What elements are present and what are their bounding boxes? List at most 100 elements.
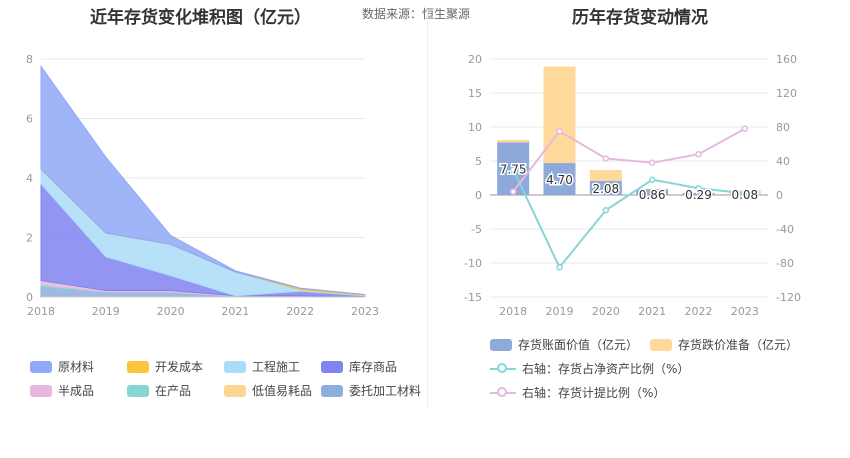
legend-item[interactable]: 库存商品: [321, 358, 397, 375]
legend-label: 存货账面价值（亿元）: [518, 338, 639, 352]
right-y-tick-label: -120: [776, 291, 801, 304]
y-tick-label: 0: [26, 291, 33, 304]
line-point: [509, 166, 517, 173]
legend-item[interactable]: 开发成本: [127, 358, 203, 375]
legend-label: 库存商品: [349, 360, 398, 374]
left-chart-title: 近年存货变化堆积图（亿元）: [90, 8, 311, 28]
legend-swatch: [321, 384, 343, 397]
bar-data-label: 0.08: [731, 188, 758, 202]
stacked-area-chart: 0 2 4 6 8 2018 2019 2020 2021 2022 2023: [26, 53, 379, 318]
legend-item[interactable]: 半成品: [30, 382, 94, 399]
left-y-tick-label: -10: [464, 257, 482, 270]
line-point: [648, 159, 656, 166]
left-y-tick-label: 10: [468, 121, 482, 134]
x-tick-label: 2023: [351, 305, 379, 318]
legend-label: 委托加工材料: [349, 384, 422, 398]
x-tick-label: 2020: [592, 305, 620, 318]
bar-data-label: 7.75: [500, 163, 527, 177]
legend-swatch: [321, 360, 343, 373]
x-tick-label: 2020: [157, 305, 185, 318]
chart-divider: [427, 10, 428, 408]
line-series: [512, 127, 746, 193]
line-point: [648, 176, 656, 183]
legend-swatch: [30, 360, 52, 373]
y-tick-label: 4: [26, 172, 33, 185]
right-y-tick-label: -40: [776, 223, 794, 236]
legend-label: 工程施工: [252, 360, 301, 374]
impairment-bar: [589, 169, 622, 181]
legend-item[interactable]: 在产品: [127, 382, 191, 399]
legend-swatch: [224, 360, 246, 373]
legend-label: 右轴：存货计提比例（%）: [522, 386, 666, 400]
line-point: [741, 190, 749, 197]
bar-data-label: 0.86: [639, 188, 666, 202]
right-y-tick-label: -80: [776, 257, 794, 270]
line-point: [602, 155, 610, 162]
y-tick-label: 6: [26, 113, 33, 126]
bar-data-label: 4.70: [546, 173, 573, 187]
legend-item[interactable]: 原材料: [30, 358, 94, 375]
legend-swatch: [127, 360, 149, 373]
left-y-tick-label: -15: [464, 291, 482, 304]
y-tick-label: 2: [26, 232, 33, 245]
impairment-bar: [497, 139, 530, 143]
bar-data-label: 2.08: [592, 182, 619, 196]
line-point: [556, 128, 563, 135]
data-source-label: 数据来源：恒生聚源: [362, 7, 471, 21]
legend-swatch: [650, 338, 672, 351]
book-value-bar: [682, 193, 715, 195]
x-tick-label: 2021: [221, 305, 249, 318]
left-y-tick-label: -5: [471, 223, 482, 236]
line-point: [695, 150, 702, 158]
x-tick-label: 2022: [685, 305, 713, 318]
bar-data-label: 0.29: [685, 188, 712, 202]
right-y-tick-label: 0: [776, 189, 783, 202]
impairment-bar: [543, 66, 576, 164]
legend-label: 开发成本: [155, 360, 204, 374]
right-y-tick-label: 80: [776, 121, 790, 134]
legend-item[interactable]: 存货账面价值（亿元）: [490, 336, 638, 353]
line-point: [695, 184, 702, 192]
right-y-tick-label: 160: [776, 53, 797, 66]
legend-label: 存货跌价准备（亿元）: [678, 338, 799, 352]
legend-item[interactable]: 委托加工材料: [321, 382, 421, 399]
x-tick-label: 2019: [546, 305, 574, 318]
legend-label: 在产品: [155, 384, 192, 398]
line-point: [556, 264, 563, 271]
legend-label: 低值易耗品: [252, 384, 313, 398]
book-value-bar: [636, 189, 669, 195]
bar-line-chart: -15 -10 -5 0 5 10 15 20 -120 -80 -40 0 40 80 120 160 7.7…: [464, 53, 801, 318]
legend-item[interactable]: 存货跌价准备（亿元）: [650, 336, 798, 353]
x-tick-label: 2021: [638, 305, 666, 318]
right-y-tick-label: 120: [776, 87, 797, 100]
legend-swatch: [30, 384, 52, 397]
legend-swatch: [490, 362, 516, 375]
right-chart-title: 历年存货变动情况: [572, 8, 708, 28]
line-point: [602, 207, 610, 214]
book-value-bar: [543, 163, 576, 195]
right-y-tick-label: 40: [776, 155, 790, 168]
legend-item[interactable]: 低值易耗品: [224, 382, 312, 399]
legend-item[interactable]: 右轴：存货计提比例（%）: [490, 384, 665, 401]
right-chart-legend: 存货账面价值（亿元） 存货跌价准备（亿元） 右轴：存货占净资产比例（%） 右轴：存货计…: [490, 336, 840, 406]
line-series: [512, 169, 745, 270]
legend-swatch: [127, 384, 149, 397]
x-tick-label: 2019: [92, 305, 120, 318]
area-series: [40, 64, 366, 296]
left-y-tick-label: 15: [468, 87, 482, 100]
legend-item[interactable]: 工程施工: [224, 358, 300, 375]
line-point: [741, 125, 749, 132]
left-y-tick-label: 5: [475, 155, 482, 168]
legend-label: 右轴：存货占净资产比例（%）: [522, 362, 690, 376]
line-point: [509, 188, 517, 195]
legend-label: 半成品: [58, 384, 95, 398]
legend-item[interactable]: 右轴：存货占净资产比例（%）: [490, 360, 689, 377]
x-tick-label: 2018: [27, 305, 55, 318]
x-tick-label: 2022: [286, 305, 314, 318]
left-y-tick-label: 20: [468, 53, 482, 66]
legend-swatch: [490, 338, 512, 351]
legend-swatch: [490, 386, 516, 399]
book-value-bar: [589, 180, 622, 195]
left-y-tick-label: 0: [475, 189, 482, 202]
left-chart-legend: 原材料 开发成本 工程施工 库存商品半成品 在产品 低值易耗品 委托加工材料: [30, 358, 421, 406]
